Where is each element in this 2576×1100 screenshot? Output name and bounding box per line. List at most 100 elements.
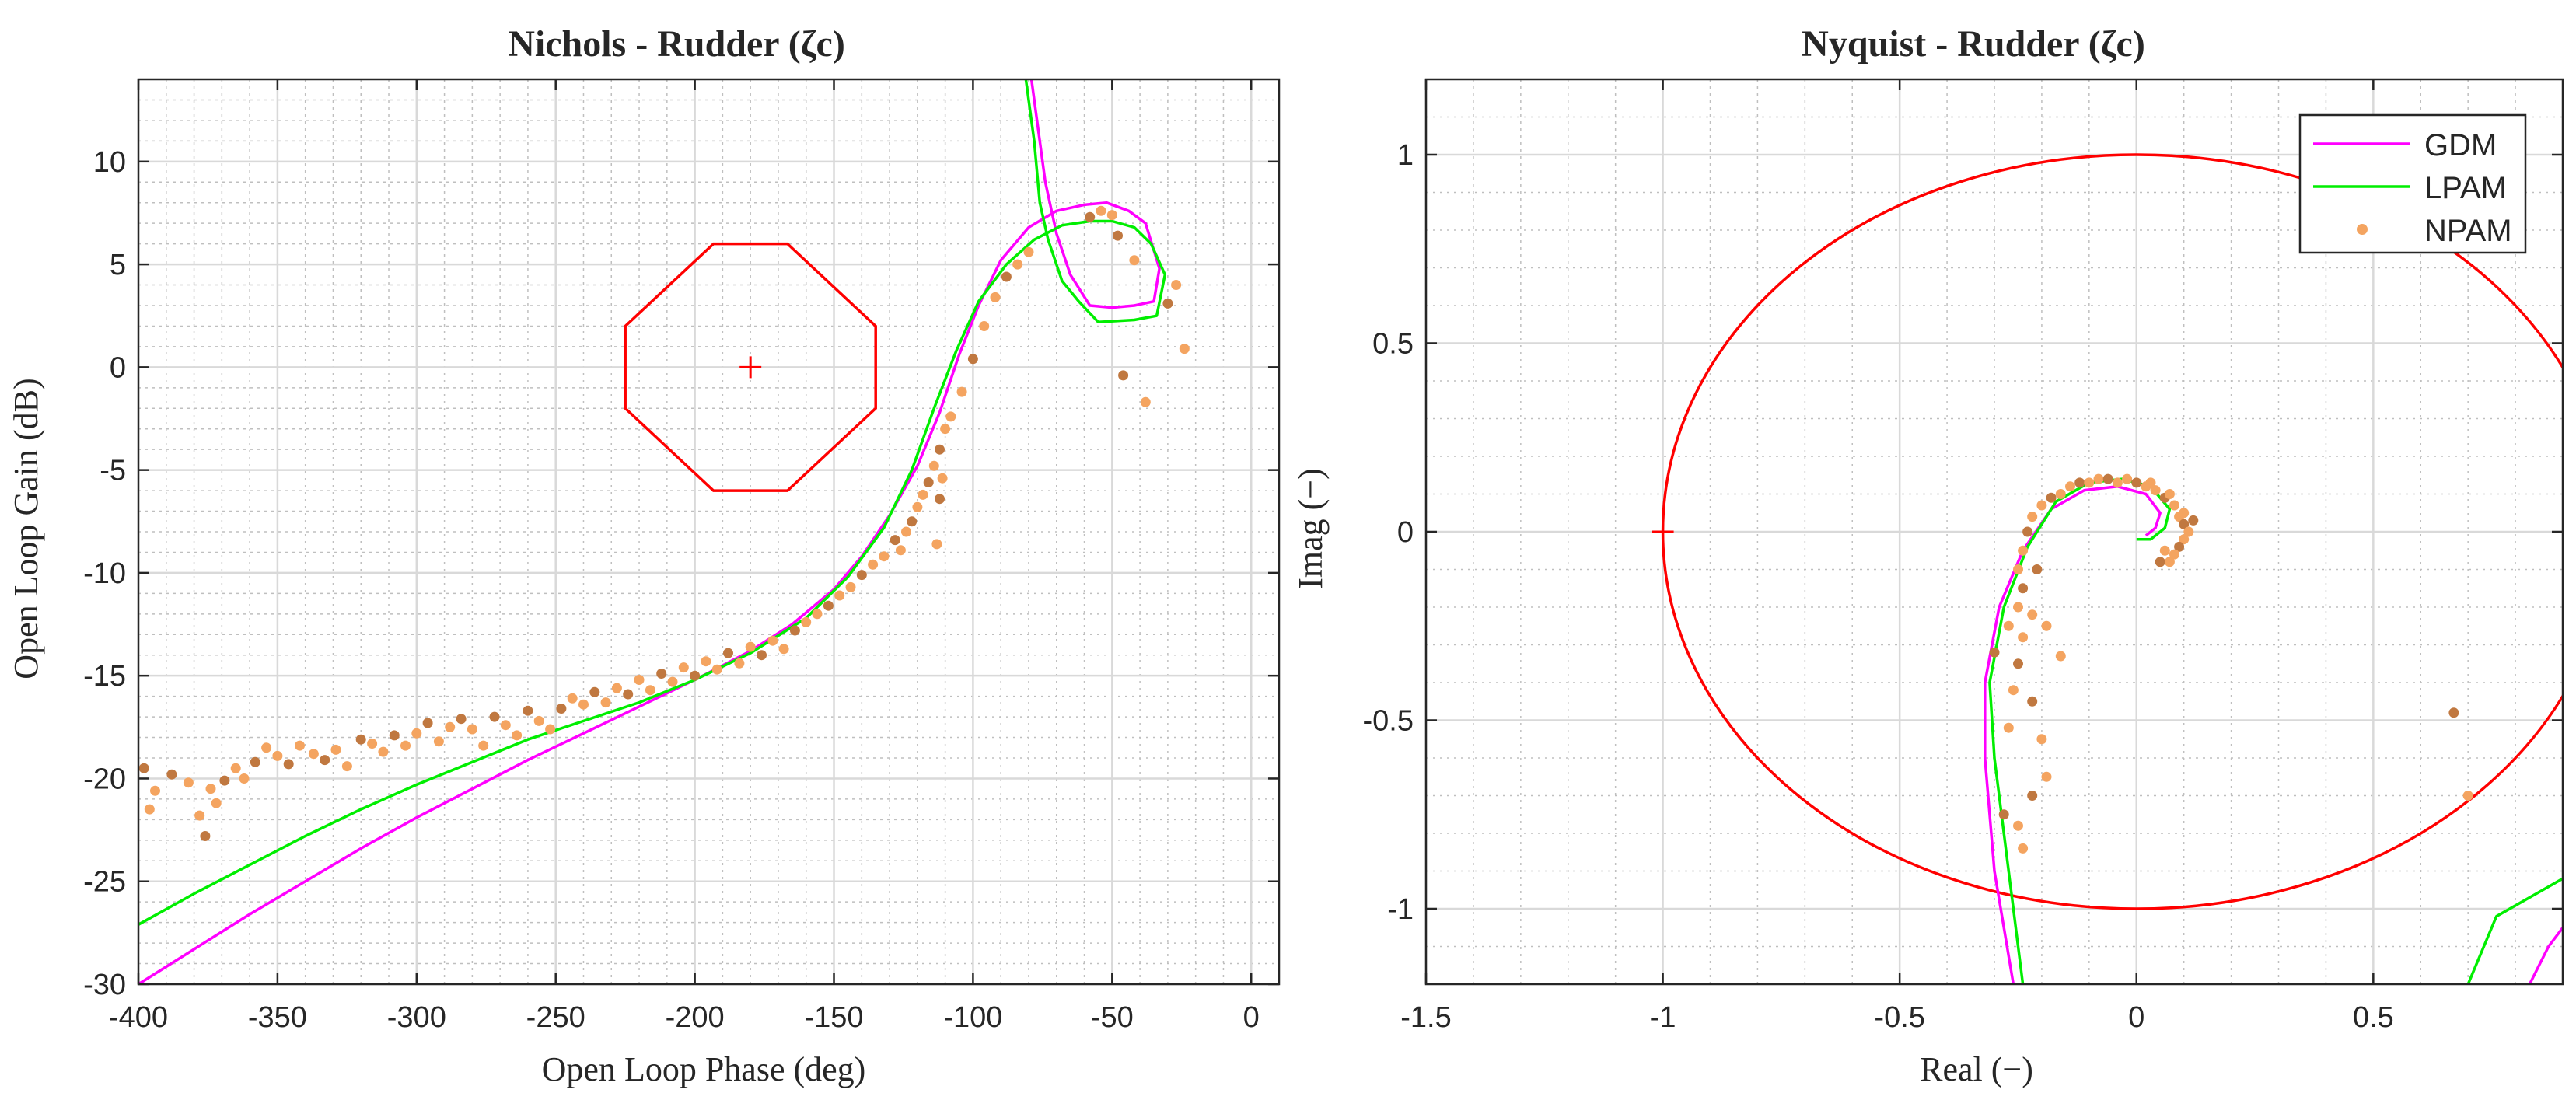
nyquist-npam-point [2013, 658, 2023, 669]
nyquist-chart: -1.5 -1 -0.5 0 0.5 -1 -0.5 0 0.5 1 Nyquist - Rudd… [1291, 23, 2564, 1088]
nichols-npam-point [478, 740, 489, 751]
nichols-stability-octagon [624, 242, 877, 492]
nichols-gdm-line [138, 79, 1161, 984]
nichols-npam-point [355, 734, 366, 745]
nichols-npam-point [923, 477, 934, 487]
nichols-npam-point [834, 590, 845, 601]
nyquist-npam-point [2018, 545, 2029, 556]
nyquist-series-group [1652, 153, 2563, 984]
nichols-npam-point [250, 756, 260, 767]
nyquist-npam-point [2027, 609, 2038, 620]
nichols-ytick-label: 0 [110, 351, 126, 384]
nichols-npam-point [272, 750, 283, 761]
nichols-npam-point [523, 705, 533, 716]
nyquist-npam-point [2036, 734, 2047, 745]
nichols-npam-point [895, 545, 906, 556]
nichols-npam-point [789, 625, 800, 636]
nyquist-ticks: -1.5 -1 -0.5 0 0.5 -1 -0.5 0 0.5 1 [1363, 79, 2563, 1034]
nichols-ytick-label: -15 [83, 660, 126, 693]
nyquist-lpam-line [1988, 477, 2172, 984]
nichols-npam-point [183, 777, 194, 788]
nyquist-npam-point [2003, 620, 2014, 631]
nichols-npam-point [445, 721, 456, 732]
nyquist-critical-point-marker [1652, 521, 1674, 543]
nichols-title: Nichols - Rudder (ζc) [508, 23, 845, 65]
nichols-npam-point [1162, 298, 1173, 309]
nichols-ytick-label: -10 [83, 557, 126, 590]
nyquist-npam-point [2055, 651, 2066, 662]
nichols-ytick-label: -25 [83, 866, 126, 899]
nichols-npam-point [1106, 210, 1117, 221]
nichols-npam-point [856, 570, 867, 581]
nichols-npam-point [812, 609, 823, 620]
nyquist-legend: GDM LPAM NPAM [2298, 113, 2527, 254]
nichols-npam-point [778, 644, 789, 655]
nichols-npam-point [945, 411, 956, 422]
nichols-npam-point [567, 693, 578, 704]
nyquist-ytick-label: -1 [1387, 893, 1414, 926]
nichols-grid [137, 79, 1280, 986]
nichols-xtick-label: -400 [109, 1001, 168, 1034]
legend-npam-label: NPAM [2424, 214, 2512, 248]
nyquist-npam-point [2018, 583, 2029, 594]
nichols-npam-point [330, 744, 341, 755]
nyquist-xlabel: Real (−) [1920, 1050, 2033, 1088]
nichols-ytick-label: 10 [93, 146, 126, 179]
nichols-ytick-label: -20 [83, 763, 126, 795]
nichols-npam-point [422, 718, 433, 728]
nichols-npam-point [261, 742, 272, 753]
nichols-npam-point [701, 656, 711, 667]
nichols-npam-point [341, 761, 352, 772]
nichols-npam-point [690, 670, 701, 681]
nichols-npam-point [678, 662, 689, 673]
nyquist-npam-point [1989, 647, 2000, 658]
nyquist-xtick-label: -1 [1650, 1001, 1676, 1034]
nichols-npam-point [918, 489, 928, 500]
nichols-npam-point [230, 763, 241, 773]
nyquist-gdm-far-branch-line [2528, 927, 2563, 984]
nyquist-xtick-label: -1.5 [1400, 1001, 1451, 1034]
legend-gdm-label: GDM [2424, 128, 2497, 162]
nichols-ytick-label: -30 [83, 969, 126, 1001]
nichols-npam-point [600, 697, 611, 708]
nyquist-npam-point [2169, 500, 2179, 511]
nichols-npam-point [1113, 230, 1123, 241]
nichols-npam-point [912, 501, 923, 512]
nichols-npam-point [200, 831, 211, 841]
nyquist-plot-area [1652, 153, 2563, 984]
legend-lpam-label: LPAM [2424, 171, 2507, 205]
nyquist-npam-point [2131, 477, 2142, 488]
nichols-npam-point [1179, 344, 1190, 354]
nyquist-npam-point [2027, 696, 2038, 707]
nyquist-xtick-label: 0.5 [2353, 1001, 2394, 1034]
nichols-xtick-label: 0 [1243, 1001, 1260, 1034]
nichols-npam-point [1012, 259, 1023, 270]
nyquist-npam-point [2036, 500, 2047, 511]
nichols-npam-point [979, 321, 990, 331]
nyquist-npam-point [2169, 549, 2179, 560]
nichols-npam-point [283, 759, 294, 770]
nyquist-npam-point [2145, 477, 2156, 488]
nichols-npam-point [823, 600, 834, 611]
nyquist-npam-point [2448, 707, 2459, 718]
nyquist-npam-point [2174, 541, 2185, 552]
nyquist-npam-point [2164, 489, 2175, 499]
nichols-npam-point [205, 784, 216, 794]
nichols-npam-point [940, 424, 951, 435]
nichols-axes-frame [137, 78, 1281, 986]
nichols-npam-point [166, 769, 177, 780]
nichols-npam-point [879, 551, 890, 562]
nyquist-ytick-label: 0 [1397, 516, 1414, 549]
nichols-npam-point [1129, 255, 1140, 266]
nyquist-ytick-label: 1 [1397, 139, 1414, 172]
nichols-npam-point [801, 616, 812, 627]
nichols-npam-point [956, 386, 967, 397]
nichols-npam-point [378, 746, 389, 757]
nyquist-npam-point [2046, 492, 2057, 503]
nichols-npam-point [194, 810, 205, 821]
nichols-npam-point [1096, 205, 1106, 216]
nichols-lpam-line [138, 79, 1167, 926]
nichols-npam-point [400, 740, 411, 751]
nichols-xtick-label: -200 [666, 1001, 725, 1034]
